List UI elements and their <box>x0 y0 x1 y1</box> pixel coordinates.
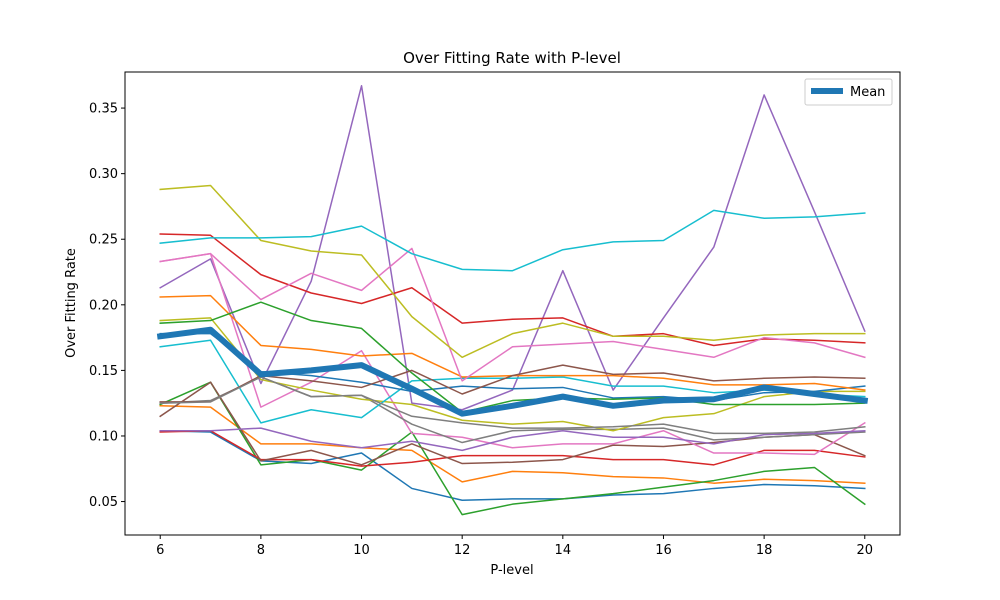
y-axis: 0.05 0.10 0.15 0.20 0.25 0.30 0.35 <box>89 102 125 510</box>
x-tick-label: 6 <box>156 543 164 558</box>
y-tick-label: 0.20 <box>89 298 118 313</box>
legend-label-mean: Mean <box>850 85 885 100</box>
series-line-16 <box>159 364 866 403</box>
y-axis-label: Over Fitting Rate <box>64 248 79 358</box>
series-line-14 <box>159 233 866 347</box>
legend-box <box>804 78 893 106</box>
x-axis: 6 8 10 12 14 16 18 20 <box>156 535 873 558</box>
series-line-7 <box>159 252 866 456</box>
series-line-13 <box>159 301 866 414</box>
series-line-19 <box>159 184 866 359</box>
x-axis-label: P-level <box>490 563 533 578</box>
y-tick-label: 0.25 <box>89 233 118 248</box>
y-tick-label: 0.30 <box>89 167 118 182</box>
y-tick-label: 0.05 <box>89 495 118 510</box>
x-tick-label: 8 <box>257 543 265 558</box>
y-tick-label: 0.10 <box>89 429 118 444</box>
series-line-5 <box>159 85 866 411</box>
x-tick-label: 14 <box>555 543 572 558</box>
series-line-2 <box>159 405 866 484</box>
x-tick-label: 16 <box>655 543 672 558</box>
y-tick-label: 0.35 <box>89 102 118 117</box>
chart-title: Over Fitting Rate with P-level <box>403 49 621 67</box>
x-tick-label: 18 <box>756 543 773 558</box>
series-line-6 <box>159 381 866 466</box>
series-line-20 <box>159 209 866 272</box>
series-line-15 <box>159 427 866 452</box>
legend: Mean <box>804 78 893 106</box>
x-tick-label: 10 <box>353 543 370 558</box>
series-line-mean <box>156 326 869 417</box>
x-tick-label: 20 <box>856 543 873 558</box>
series-line-3 <box>159 381 866 516</box>
y-tick-label: 0.15 <box>89 364 118 379</box>
series-line-18 <box>159 376 866 435</box>
series-line-1 <box>159 429 866 501</box>
x-tick-label: 12 <box>454 543 471 558</box>
plot-frame <box>124 71 901 536</box>
series-line-4 <box>159 429 866 467</box>
series-layer <box>156 85 869 516</box>
series-line-17 <box>159 247 866 382</box>
